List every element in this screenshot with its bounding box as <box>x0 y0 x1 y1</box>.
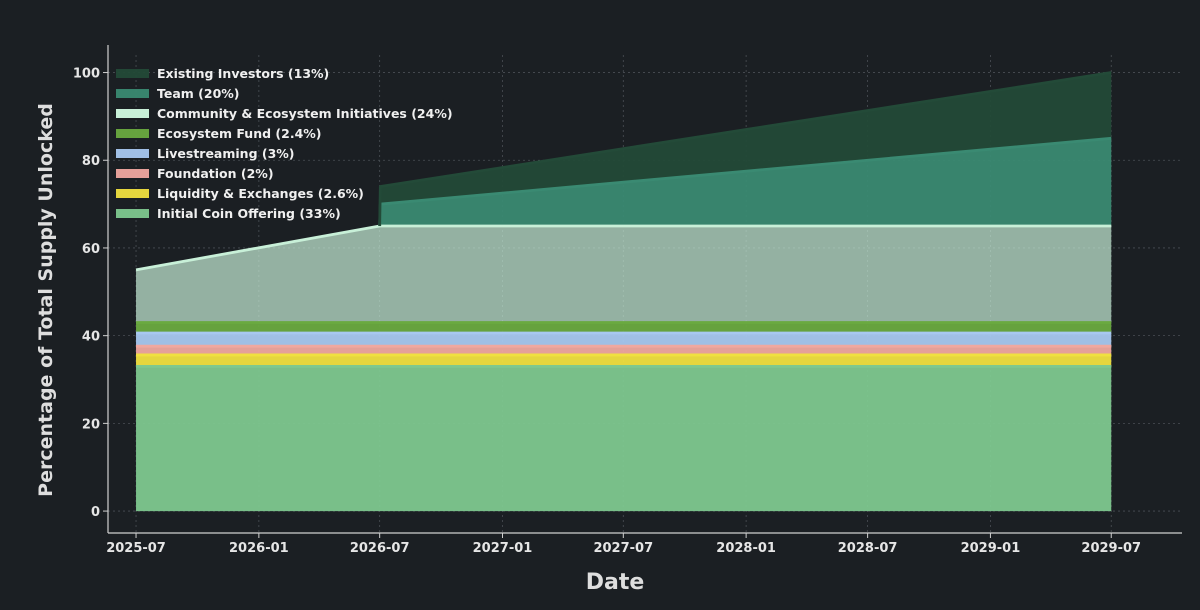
legend-swatch <box>116 209 149 218</box>
x-tick-label: 2028-07 <box>838 541 898 556</box>
legend-label: Livestreaming (3%) <box>157 146 295 161</box>
axes: 0 20 40 60 80 100 2025-07 2026-01 2026-07 2027-01… <box>73 45 1182 556</box>
y-tick-label: 80 <box>82 154 100 169</box>
x-tick-label: 2027-01 <box>473 541 533 556</box>
legend-label: Initial Coin Offering (33%) <box>157 206 341 221</box>
x-tick-label: 2029-07 <box>1081 541 1141 556</box>
y-tick-label: 100 <box>73 67 100 82</box>
legend-swatch <box>116 169 149 178</box>
area-3 <box>136 333 1112 347</box>
legend-label: Team (20%) <box>157 86 240 101</box>
x-tick-label: 2027-07 <box>593 541 653 556</box>
area-5 <box>136 226 1112 323</box>
x-tick-label: 2026-07 <box>350 541 410 556</box>
area-0 <box>136 366 1112 512</box>
legend-swatch <box>116 109 149 118</box>
area-1 <box>136 354 1112 367</box>
x-axis-title: Date <box>586 570 645 595</box>
x-tick-label: 2025-07 <box>106 541 166 556</box>
legend-swatch <box>116 189 149 198</box>
y-tick-label: 20 <box>82 417 100 432</box>
legend-label: Foundation (2%) <box>157 166 274 181</box>
y-tick-label: 40 <box>82 330 100 345</box>
area-4 <box>136 322 1112 334</box>
legend-swatch <box>116 129 149 138</box>
series-line-7 <box>378 71 1112 227</box>
x-tick-label: 2029-01 <box>961 541 1021 556</box>
area-2 <box>136 346 1112 355</box>
legend: Existing Investors (13%) Team (20%) Commun… <box>116 66 453 221</box>
legend-label: Ecosystem Fund (2.4%) <box>157 126 322 141</box>
y-tick-label: 60 <box>82 242 100 257</box>
area-6 <box>379 138 1112 227</box>
legend-swatch <box>116 149 149 158</box>
y-tick-label: 0 <box>91 505 100 520</box>
plot-areas <box>136 72 1112 512</box>
x-tick-label: 2028-01 <box>716 541 776 556</box>
legend-label: Liquidity & Exchanges (2.6%) <box>157 186 364 201</box>
legend-label: Existing Investors (13%) <box>157 66 329 81</box>
x-tick-label: 2026-01 <box>229 541 289 556</box>
legend-swatch <box>116 89 149 98</box>
legend-label: Community & Ecosystem Initiatives (24%) <box>157 106 453 121</box>
legend-swatch <box>116 69 149 78</box>
plot-lines <box>135 71 1112 368</box>
y-axis-title: Percentage of Total Supply Unlocked <box>35 103 57 497</box>
